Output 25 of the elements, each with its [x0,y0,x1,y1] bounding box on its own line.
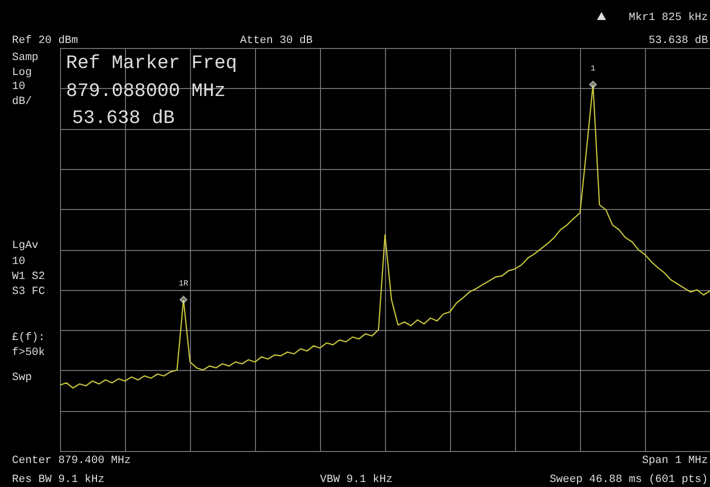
text: Atten 30 dB [240,35,314,47]
text: Ref 20 dBm [12,35,78,47]
text: 10 [12,256,26,268]
text: dB/ [12,96,32,108]
text: VBW 9.1 kHz [320,474,393,486]
text: Res BW 9.1 kHz [12,474,104,486]
text: Mkr1 825 kHz [628,12,708,24]
text: Samp [12,52,38,64]
annotation: 1 [590,64,596,74]
text: Center 879.400 MHz [12,455,131,467]
text: 53.638 dB [648,35,708,47]
text: Swp [12,372,32,384]
annotation: 879.088000 MHz [66,80,226,102]
annotation: 1R [178,280,188,289]
text: S3 FC [12,286,46,298]
text: Span 1 MHz [642,455,708,467]
text: Sweep 46.88 ms (601 pts) [550,474,708,486]
annotation: 53.638 dB [72,107,175,129]
text: W1 S2 [12,271,46,283]
text: f>50k [12,347,46,359]
text: 10 [12,81,26,93]
text: Ref Marker Freq [66,52,238,74]
text: £(f): [12,332,46,344]
text: Log [12,67,32,79]
text: LgAv [12,240,39,252]
